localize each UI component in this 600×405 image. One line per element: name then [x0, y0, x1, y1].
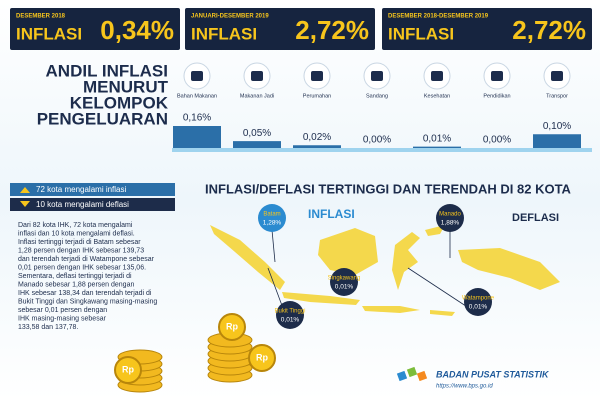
headline-period: DESEMBER 2018-DESEMBER 2019: [388, 14, 489, 20]
andil-title-line: MENURUT: [83, 77, 169, 96]
city-name: Bukit Tinggi: [274, 309, 305, 315]
andil-title-line: PENGELUARAN: [37, 109, 168, 128]
coin-symbol: Rp: [226, 321, 238, 331]
city-bubble: [436, 204, 464, 232]
coin-face: [218, 313, 246, 341]
down-arrow: [20, 201, 30, 207]
group-icon-glyph: [491, 71, 503, 81]
group-name: Kesehatan: [424, 93, 450, 99]
value-label: 0,10%: [543, 121, 571, 132]
value-label: 0,00%: [363, 135, 391, 146]
city-bubble: [258, 204, 286, 232]
city-name: Singkawang: [328, 276, 361, 282]
coin-face: [248, 344, 276, 372]
footer-url: https://www.bps.go.id: [436, 384, 493, 390]
bar: [293, 145, 341, 148]
group-icon-glyph: [431, 71, 443, 81]
value-label: 0,00%: [483, 135, 511, 146]
group-icon-glyph: [371, 71, 383, 81]
bar: [533, 134, 581, 148]
bar: [233, 141, 281, 148]
legend-box: [10, 183, 175, 196]
headline-label: INFLASI: [16, 24, 82, 43]
description-line: 1,28 persen dengan IHK sebesar 139,73: [18, 247, 144, 254]
map-deflasi: DEFLASI: [512, 212, 559, 224]
footer-org: BADAN PUSAT STATISTIK: [436, 369, 550, 379]
headline-label: INFLASI: [388, 24, 454, 43]
coin-symbol: Rp: [256, 352, 268, 362]
value-label: 0,02%: [303, 132, 331, 143]
description-line: dan terendah terjadi di Watampone sebesa…: [18, 256, 155, 263]
city-name: Batam: [263, 212, 280, 218]
andil-title-line: KELOMPOK: [70, 93, 169, 112]
description-line: Sementara, deflasi tertinggi terjadi di: [18, 273, 132, 280]
city-bubble: [464, 288, 492, 316]
map: [210, 225, 560, 316]
description-line: inflasi dan 10 kota mengalami deflasi.: [18, 230, 135, 237]
headline-period: DESEMBER 2018: [16, 14, 66, 20]
description-line: 133,58 dan 137,78.: [18, 324, 78, 331]
group-icon-glyph: [311, 71, 323, 81]
coin-face: [114, 356, 142, 384]
bar: [173, 126, 221, 148]
group-name: Sandang: [366, 93, 388, 99]
up-arrow: [20, 187, 30, 193]
value-label: 0,05%: [243, 128, 271, 139]
group-name: Perumahan: [303, 93, 331, 99]
value-label: 0,16%: [183, 113, 211, 124]
description-line: Bukit Tinggi dan Singkawang masing-masin…: [18, 298, 157, 305]
description-line: Dari 82 kota IHK, 72 kota mengalami: [18, 222, 133, 229]
bar: [413, 146, 461, 148]
city-value: 1,88%: [441, 220, 460, 227]
city-value: 0,01%: [469, 304, 488, 311]
legend-box: [10, 198, 175, 211]
coin-symbol: Rp: [122, 364, 134, 374]
description-line: Manado sebesar 1,88 persen dengan: [18, 281, 134, 288]
group-name: Pendidikan: [483, 93, 510, 99]
headline-box: [185, 8, 375, 50]
group-name: Bahan Makanan: [177, 93, 217, 99]
group-icon-glyph: [551, 71, 563, 81]
city-pointer: [271, 229, 276, 263]
description-line: IHK masing-masing sebesar: [18, 315, 107, 322]
bps-logo: [396, 366, 428, 382]
city-value: 1,28%: [263, 220, 282, 227]
baseline-strip: [172, 148, 592, 152]
group-name: Makanan Jadi: [240, 93, 274, 99]
headline-value: 2,72%: [512, 15, 586, 45]
description-line: IHK sebesar 138,34 dan terendah terjadi …: [18, 290, 152, 297]
headline-box: [10, 8, 180, 50]
headline-value: 0,34%: [100, 15, 174, 45]
city-bubble: [330, 268, 358, 296]
legend-text: 10 kota mengalami deflasi: [36, 200, 129, 209]
legend-text: 72 kota mengalami inflasi: [36, 185, 126, 194]
group-icon-glyph: [251, 71, 263, 81]
headline-label: INFLASI: [191, 24, 257, 43]
map-inflasi: INFLASI: [308, 207, 355, 221]
city-value: 0,01%: [335, 284, 354, 291]
group-icon-glyph: [191, 71, 203, 81]
value-label: 0,01%: [423, 133, 451, 144]
headline-period: JANUARI-DESEMBER 2019: [191, 14, 269, 20]
city-name: Manado: [439, 212, 461, 218]
map-title: INFLASI/DEFLASI TERTINGGI DAN TERENDAH D…: [205, 181, 572, 196]
headline-box: [382, 8, 592, 50]
city-bubble: [276, 301, 304, 329]
andil-title: ANDIL INFLASI MENURUT KELOMPOK PENGELUAR…: [37, 61, 169, 128]
description-line: Inflasi tertinggi terjadi di Batam sebes…: [18, 239, 141, 246]
headline-value: 2,72%: [295, 15, 369, 45]
description-line: 0,01 persen dengan IHK sebesar 135,06.: [18, 264, 146, 271]
andil-title-line: ANDIL INFLASI: [46, 61, 168, 80]
city-name: Watampone: [462, 296, 495, 302]
group-name: Transpor: [546, 93, 568, 99]
city-value: 0,01%: [281, 317, 300, 324]
description-line: sebesar 0,01 persen dengan: [18, 307, 107, 314]
